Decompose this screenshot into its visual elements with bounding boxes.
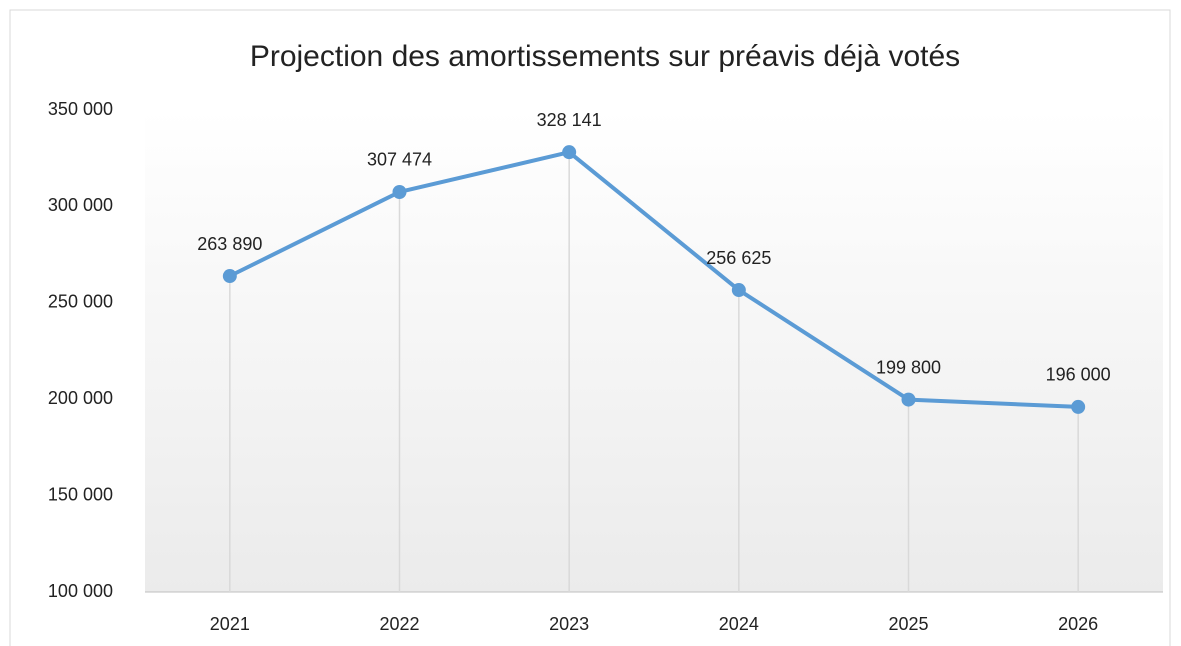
y-tick-label: 250 000	[48, 292, 113, 312]
data-line	[228, 150, 1079, 409]
y-tick-label: 200 000	[48, 388, 113, 408]
chart-title: Projection des amortissements sur préavi…	[250, 40, 960, 73]
data-label: 263 890	[197, 234, 262, 254]
x-tick-label: 2022	[379, 614, 419, 634]
data-point	[562, 145, 577, 160]
data-label: 307 474	[367, 150, 432, 170]
plot-area	[145, 110, 1163, 592]
data-point	[392, 184, 407, 199]
data-label: 196 000	[1046, 365, 1111, 385]
data-point	[1071, 399, 1086, 414]
data-point	[901, 392, 916, 407]
x-tick-label: 2024	[719, 614, 759, 634]
data-label: 199 800	[876, 357, 941, 377]
y-tick-label: 100 000	[48, 581, 113, 601]
data-label: 328 141	[537, 110, 602, 130]
x-tick-label: 2023	[549, 614, 589, 634]
x-tick-label: 2021	[210, 614, 250, 634]
data-label: 256 625	[706, 248, 771, 268]
x-tick-label: 2026	[1058, 614, 1098, 634]
y-tick-label: 350 000	[48, 99, 113, 119]
x-tick-label: 2025	[888, 614, 928, 634]
data-point	[222, 269, 237, 284]
data-point	[731, 283, 746, 298]
y-tick-label: 300 000	[48, 195, 113, 215]
y-tick-label: 150 000	[48, 484, 113, 504]
